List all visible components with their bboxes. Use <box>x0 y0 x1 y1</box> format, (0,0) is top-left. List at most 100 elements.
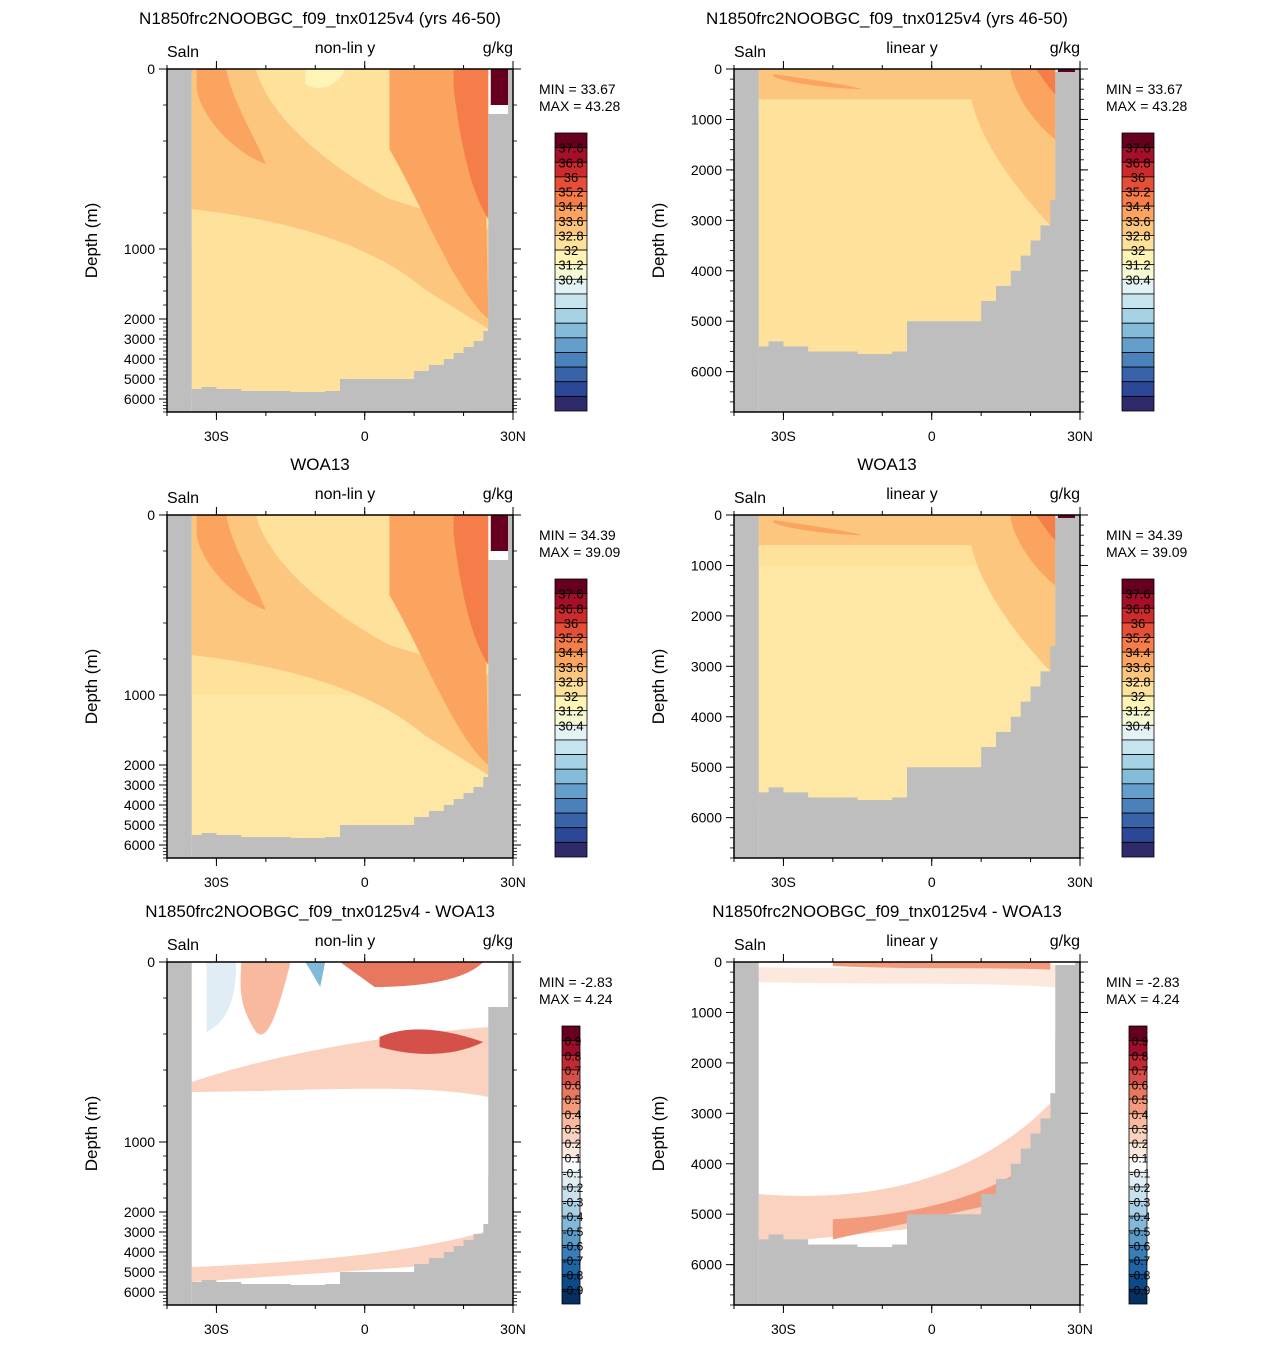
x-tick-label: 30N <box>1067 1321 1093 1337</box>
x-tick-label: 30N <box>500 428 526 444</box>
land-mask <box>508 69 513 412</box>
colorbar-label: -0.6 <box>1130 1239 1151 1253</box>
min-label: MIN = 34.39 <box>539 527 616 543</box>
panel-2: 0 1000 2000 3000 4000 5000 6000 30S 0 30N Depth (m… <box>649 9 1188 444</box>
colorbar-label: 34.4 <box>1125 645 1150 660</box>
min-label: MIN = -2.83 <box>539 974 613 990</box>
colorbar-box <box>554 768 588 785</box>
x-tick-label: 30S <box>204 428 229 444</box>
y-tick-label: 1000 <box>124 241 155 257</box>
colorbar-label: 35.2 <box>1125 631 1150 646</box>
colorbar-label: 35.2 <box>558 631 583 646</box>
panel-5: 0 1000 2000 3000 4000 5000 6000 30S 0 30N Depth (m… <box>82 902 613 1337</box>
field-label: Saln <box>167 937 199 954</box>
colorbar-label: -0.7 <box>1130 1254 1151 1268</box>
colorbar-label: 33.6 <box>558 214 583 229</box>
x-tick-label: 30N <box>1067 428 1093 444</box>
colorbar-label: 0.1 <box>1132 1152 1149 1166</box>
y-tick-label: 2000 <box>691 608 722 624</box>
colorbar-label: 37.6 <box>558 587 583 602</box>
colorbar-label: -0.2 <box>1130 1181 1151 1195</box>
y-tick-label: 2000 <box>691 1055 722 1071</box>
field-label: Saln <box>167 490 199 507</box>
panel-subtitle: linear y <box>886 40 938 57</box>
colorbar-label: 36.8 <box>558 155 583 170</box>
colorbar-box <box>1121 381 1155 397</box>
deep-core <box>832 1153 1041 1240</box>
y-tick-label: 1000 <box>691 557 722 573</box>
colorbar-label: -0.8 <box>563 1269 584 1283</box>
x-tick-label: 0 <box>361 874 369 890</box>
surface-anomaly <box>340 962 484 987</box>
panel-subtitle: linear y <box>886 486 938 503</box>
land-mask <box>167 69 192 412</box>
panel-subtitle: non-lin y <box>315 933 375 950</box>
land-mask <box>1075 69 1080 412</box>
colorbar-box <box>1121 783 1155 799</box>
deep-anomaly <box>191 1232 484 1282</box>
colorbar-box <box>554 739 588 755</box>
max-label: MAX = 4.24 <box>1106 991 1180 1007</box>
colorbar-label: 31.2 <box>558 704 583 719</box>
y-axis-label: Depth (m) <box>82 1096 101 1172</box>
colorbar-label: 36 <box>1131 616 1145 631</box>
y-tick-label: 4000 <box>124 351 155 367</box>
colorbar-label: -0.6 <box>563 1239 584 1253</box>
y-tick-label: 0 <box>147 954 155 970</box>
x-tick-label: 30N <box>500 1321 526 1337</box>
x-tick-label: 30S <box>771 874 796 890</box>
y-tick-label: 0 <box>147 61 155 77</box>
colorbar-label: 35.2 <box>1125 185 1150 200</box>
y-tick-label: 3000 <box>691 1105 722 1121</box>
y-tick-label: 5000 <box>124 371 155 387</box>
panel-subtitle: non-lin y <box>315 486 375 503</box>
field-label: Saln <box>734 44 766 61</box>
y-tick-label: 0 <box>714 507 722 523</box>
panel-title: WOA13 <box>290 455 350 474</box>
colorbar-label: 30.4 <box>558 272 583 287</box>
salinity-max <box>490 69 509 105</box>
south-maximum <box>773 520 863 536</box>
colorbar-label: -0.5 <box>1130 1225 1151 1239</box>
colorbar-label: 0.8 <box>1132 1049 1149 1063</box>
colorbar-label: 34.4 <box>558 199 583 214</box>
y-tick-label: 5000 <box>124 1264 155 1280</box>
y-tick-label: 2000 <box>124 757 155 773</box>
y-tick-label: 5000 <box>691 759 722 775</box>
max-label: MAX = 39.09 <box>539 544 621 560</box>
colorbar-label: 0.6 <box>1132 1079 1149 1093</box>
max-label: MAX = 43.28 <box>1106 98 1188 114</box>
panel-3: 0 1000 2000 3000 4000 5000 6000 30S 0 30N Depth (m… <box>82 455 621 890</box>
colorbar-label: 37.6 <box>1125 587 1150 602</box>
y-tick-label: 3000 <box>691 658 722 674</box>
colorbar-box <box>554 812 588 829</box>
y-tick-label: 5000 <box>691 1206 722 1222</box>
colorbar-label: -0.9 <box>1130 1283 1151 1297</box>
north-core <box>1035 69 1056 95</box>
x-tick-label: 30S <box>771 428 796 444</box>
salinity-max <box>490 515 509 551</box>
max-label: MAX = 39.09 <box>1106 544 1188 560</box>
colorbar-label: 36.8 <box>1125 601 1150 616</box>
y-tick-label: 3000 <box>124 331 155 347</box>
plot-area <box>167 962 513 1305</box>
colorbar-box <box>1121 841 1155 858</box>
x-tick-label: 30S <box>771 1321 796 1337</box>
field-label: Saln <box>167 44 199 61</box>
colorbar-box <box>554 798 588 814</box>
y-axis-label: Depth (m) <box>649 649 668 725</box>
south-maximum <box>773 74 863 90</box>
colorbar-label: 36 <box>1131 170 1145 185</box>
x-tick-label: 30N <box>1067 874 1093 890</box>
colorbar-label: 30.4 <box>1125 272 1150 287</box>
colorbar-label: 32.8 <box>1125 228 1150 243</box>
land-mask <box>734 144 1076 412</box>
colorbar-label: 37.6 <box>1125 141 1150 156</box>
colorbar-label: 0.4 <box>1132 1108 1149 1122</box>
colorbar-label: 32 <box>564 243 578 258</box>
colorbar-label: 0.5 <box>1132 1093 1149 1107</box>
y-tick-label: 1000 <box>124 687 155 703</box>
colorbar-label: 0.3 <box>565 1122 582 1136</box>
